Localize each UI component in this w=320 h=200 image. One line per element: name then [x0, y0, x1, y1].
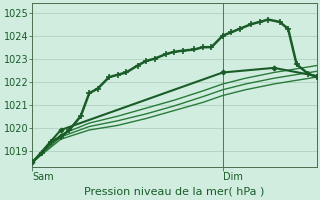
X-axis label: Pression niveau de la mer( hPa ): Pression niveau de la mer( hPa )	[84, 187, 265, 197]
